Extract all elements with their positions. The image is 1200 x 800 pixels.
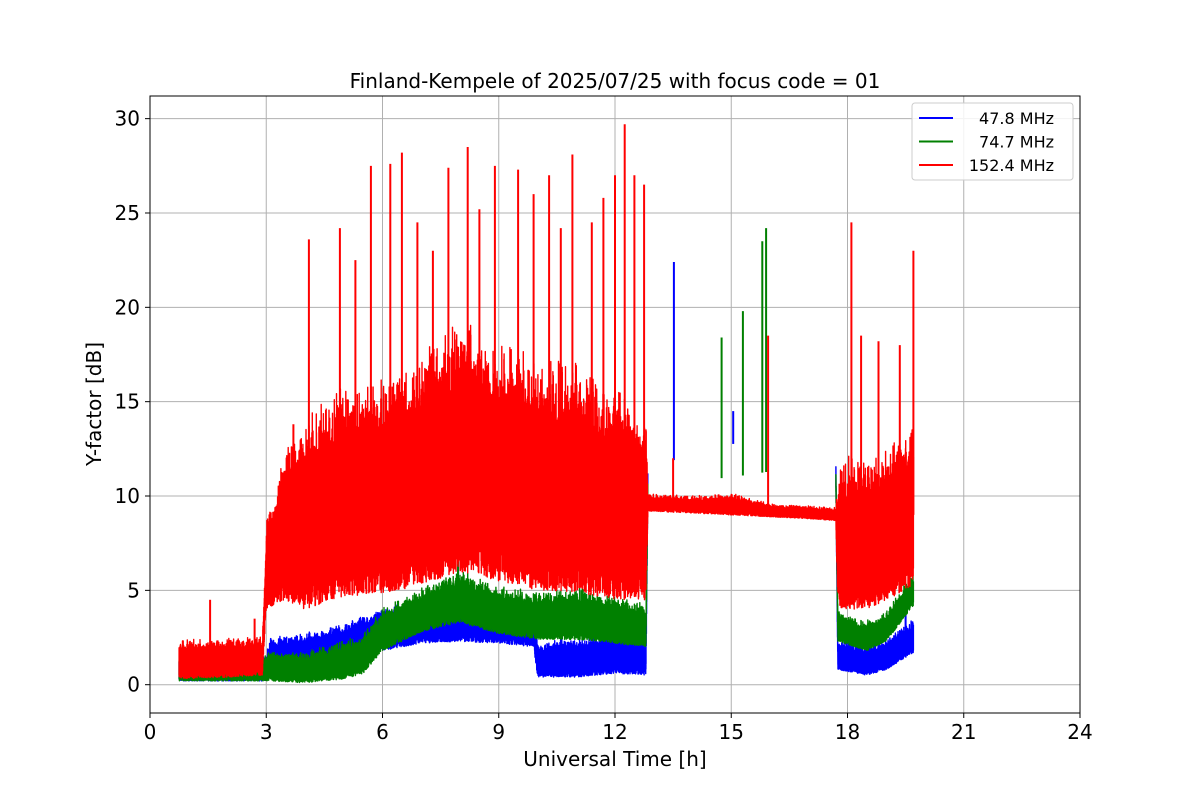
- x-axis-label: Universal Time [h]: [523, 747, 706, 771]
- x-tick-label: 24: [1067, 720, 1092, 744]
- legend-label: 74.7 MHz: [979, 133, 1054, 152]
- y-tick-label: 20: [115, 295, 140, 319]
- y-tick-label: 15: [115, 390, 140, 414]
- legend-label: 152.4 MHz: [969, 156, 1054, 175]
- series-line: [178, 474, 915, 684]
- x-tick-label: 9: [492, 720, 505, 744]
- x-tick-label: 6: [376, 720, 389, 744]
- series-1: [178, 228, 915, 684]
- y-tick-label: 30: [115, 107, 140, 131]
- legend-label: 47.8 MHz: [979, 109, 1054, 128]
- series-2: [178, 124, 915, 680]
- y-axis-label: Y-factor [dB]: [82, 342, 106, 467]
- y-tick-label: 0: [127, 673, 140, 697]
- x-tick-label: 18: [835, 720, 860, 744]
- y-tick-label: 5: [127, 578, 140, 602]
- y-tick-label: 10: [115, 484, 140, 508]
- x-tick-label: 12: [602, 720, 627, 744]
- series-line: [178, 324, 915, 680]
- x-tick-label: 0: [144, 720, 157, 744]
- x-axis: 0 3 6 9 12 15 18 21 24: [144, 713, 1093, 744]
- series-layer: [178, 124, 915, 684]
- y-tick-label: 25: [115, 201, 140, 225]
- y-axis: 0 5 10 15 20 25 30: [115, 107, 150, 697]
- legend: 47.8 MHz 74.7 MHz 152.4 MHz: [911, 102, 1074, 181]
- chart-title: Finland-Kempele of 2025/07/25 with focus…: [350, 69, 881, 93]
- x-tick-label: 15: [719, 720, 744, 744]
- x-tick-label: 3: [260, 720, 273, 744]
- x-tick-label: 21: [951, 720, 976, 744]
- legend-box: [911, 102, 1074, 181]
